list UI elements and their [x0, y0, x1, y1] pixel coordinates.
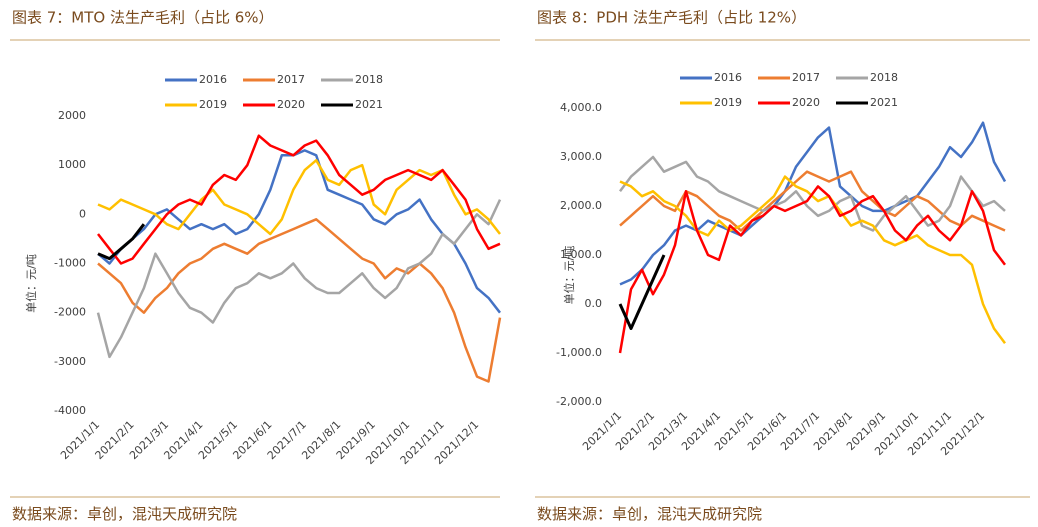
y-axis-label: 单位：元/吨 [24, 254, 38, 313]
chart-title: 图表 7：MTO 法生产毛利（占比 6%） [12, 9, 274, 27]
series-line [619, 121, 1007, 286]
legend-label: 2020 [277, 98, 305, 111]
series-line [97, 134, 501, 265]
y-tick-label: 3,000.0 [560, 150, 602, 163]
legend-label: 2016 [714, 71, 742, 84]
series-line [618, 155, 1006, 232]
legend-label: 2017 [277, 73, 305, 86]
y-tick-label: 0.0 [585, 297, 603, 310]
legend-label: 2018 [355, 73, 383, 86]
legend-label: 2017 [792, 71, 820, 84]
source-note: 数据来源：卓创，混沌天成研究院 [12, 505, 237, 523]
series-line [618, 254, 666, 330]
series-line [97, 149, 501, 314]
series-line [97, 159, 501, 236]
legend-label: 2016 [199, 73, 227, 86]
series-line [619, 175, 1007, 344]
y-tick-label: 4,000.0 [560, 101, 602, 114]
y-tick-label: -2000 [54, 306, 86, 319]
series-line [97, 218, 502, 383]
y-tick-label: 2,000.0 [560, 199, 602, 212]
y-tick-label: -3000 [54, 355, 86, 368]
series-line [619, 170, 1006, 232]
y-axis-label: 单位：元/吨 [562, 246, 576, 305]
y-tick-label: -4000 [54, 404, 86, 417]
y-tick-label: 1000 [58, 158, 86, 171]
y-tick-label: 0 [79, 207, 86, 220]
chart-title: 图表 8：PDH 法生产毛利（占比 12%） [537, 9, 806, 27]
legend-label: 2019 [714, 96, 742, 109]
legend-label: 2019 [199, 98, 227, 111]
series-line [618, 185, 1007, 354]
y-tick-label: 1,000.0 [560, 248, 602, 261]
y-tick-label: -2,000.0 [556, 395, 602, 408]
y-tick-label: -1000 [54, 257, 86, 270]
source-note: 数据来源：卓创，混沌天成研究院 [537, 505, 762, 523]
legend-label: 2018 [870, 71, 898, 84]
series-line [96, 199, 502, 359]
series-line [97, 223, 146, 261]
y-tick-label: -1,000.0 [556, 346, 602, 359]
legend-label: 2021 [355, 98, 383, 111]
y-tick-label: 2000 [58, 109, 86, 122]
legend-label: 2020 [792, 96, 820, 109]
legend-label: 2021 [870, 96, 898, 109]
